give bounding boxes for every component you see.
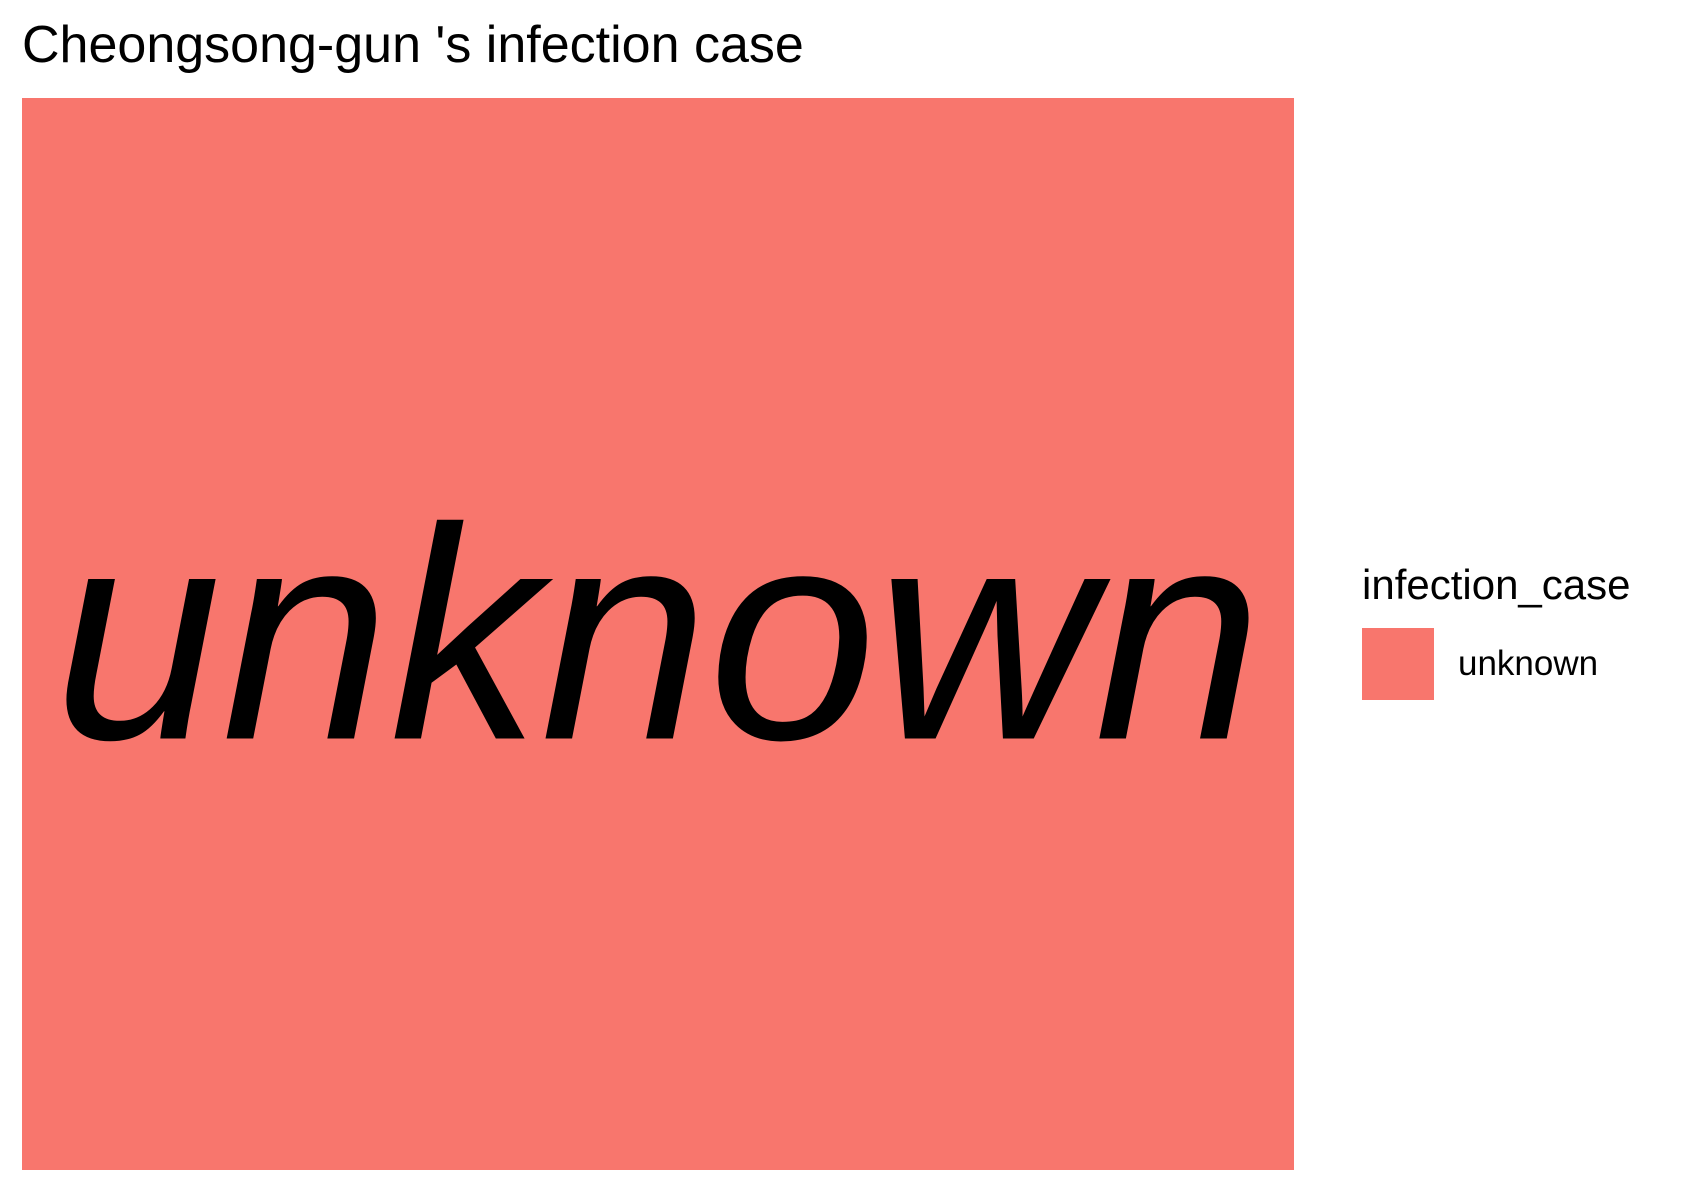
treemap-tile-unknown: [22, 98, 1294, 1170]
legend-entries: unknown: [1362, 628, 1631, 700]
treemap-plot: unknown: [22, 98, 1294, 1170]
legend-entry-unknown: unknown: [1362, 628, 1631, 700]
legend-label: unknown: [1458, 644, 1599, 683]
treemap-tile-label-unknown: unknown: [54, 466, 1263, 803]
legend-title: infection_case: [1362, 561, 1631, 608]
legend-key-swatch: [1362, 628, 1434, 700]
chart-title: Cheongsong-gun 's infection case: [22, 16, 804, 74]
legend: infection_case unknown: [1362, 560, 1631, 700]
